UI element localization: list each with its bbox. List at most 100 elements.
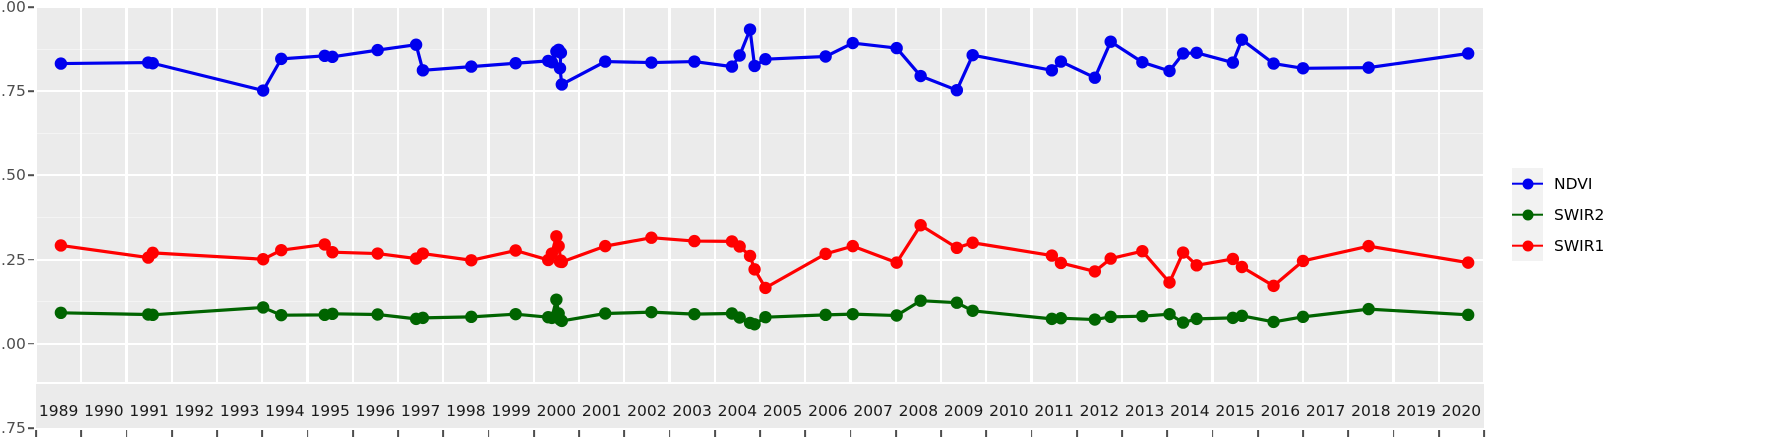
x-axis-tick-mark (80, 430, 83, 437)
gridline-major-vertical (1120, 7, 1124, 428)
gridline-major-vertical (1256, 7, 1259, 428)
legend-item-label: SWIR1 (1554, 236, 1605, 255)
x-axis-tick-mark (1075, 430, 1078, 437)
x-axis-tick-mark (894, 430, 897, 437)
x-axis-tick-mark (306, 430, 309, 437)
gridline-major-vertical (804, 7, 807, 428)
x-axis-tick-label: 1997 (400, 402, 441, 420)
gridline-major-vertical (1030, 7, 1033, 428)
gridline-major-vertical (532, 7, 535, 428)
y-axis-tick-label: 1.50 (0, 166, 26, 185)
x-axis-tick-label: 1990 (84, 402, 124, 420)
legend-item-swir1[interactable]: SWIR1 (1512, 230, 1604, 261)
gridline-major-vertical (351, 7, 354, 428)
x-axis-tick-label: 2011 (1034, 402, 1074, 420)
gridline-major-vertical (125, 7, 128, 428)
x-axis-tick-label: 1991 (129, 402, 169, 420)
gridline-major-vertical (623, 7, 626, 428)
y-axis-tick-mark (28, 6, 34, 8)
y-axis-tick-mark (28, 343, 34, 345)
legend-item-ndvi[interactable]: NDVI (1512, 168, 1604, 199)
x-axis-tick-label: 1998 (446, 402, 486, 420)
legend: NDVI SWIR2 SWIR1 (1512, 168, 1604, 261)
y-axis: 2.00 1.75 1.50 1.25 1.00 0.75 (0, 0, 36, 442)
x-axis-tick-label: 2012 (1079, 402, 1120, 420)
x-axis-tick-mark (442, 430, 445, 437)
x-axis-tick-mark (1347, 430, 1350, 437)
x-axis-tick-label: 2000 (536, 402, 577, 420)
legend-item-swir2[interactable]: SWIR2 (1512, 199, 1604, 230)
x-axis-tick-mark (532, 430, 535, 437)
gridline-major-vertical (1437, 7, 1440, 428)
y-axis-tick-mark (28, 258, 34, 261)
gridline-major-vertical (170, 7, 173, 428)
x-axis-year-band-divider (36, 381, 1484, 384)
x-axis-tick-mark (1483, 430, 1485, 437)
gridline-major-vertical (215, 7, 219, 428)
legend-point-sample (1522, 178, 1533, 189)
y-axis-tick-mark (28, 90, 34, 92)
x-axis-tick-label: 2001 (581, 402, 622, 420)
gridline-major-vertical (306, 7, 309, 428)
legend-key-swatch (1512, 168, 1543, 199)
gridline-major-vertical (939, 7, 943, 428)
x-axis-year-band (36, 384, 1484, 428)
x-axis-tick-mark (397, 430, 399, 437)
gridline-major-vertical (758, 7, 762, 428)
legend-key-swatch (1512, 230, 1543, 261)
gridline-major-vertical (894, 7, 897, 428)
x-axis-tick-label: 1989 (38, 402, 79, 420)
x-axis-tick-label: 2002 (627, 402, 667, 420)
x-axis-tick-mark (261, 430, 264, 437)
legend-point-sample (1522, 209, 1533, 220)
y-axis-tick-mark (28, 427, 34, 429)
gridline-major-vertical (396, 7, 400, 428)
legend-point-sample (1522, 240, 1533, 251)
x-axis-tick-label: 2020 (1441, 402, 1482, 420)
x-axis-tick-mark (1302, 430, 1304, 437)
x-axis-tick-mark (1166, 430, 1169, 437)
x-axis-tick-mark (35, 430, 37, 437)
x-axis-tick-label: 2007 (853, 402, 893, 420)
gridline-major-vertical (668, 7, 671, 428)
y-axis-tick-label: 1.00 (0, 334, 26, 353)
gridline-major-vertical (985, 7, 988, 428)
x-axis-tick-label: 2015 (1215, 402, 1255, 420)
x-axis-tick-mark (759, 430, 761, 437)
x-axis-tick-mark (351, 430, 354, 437)
gridline-major-vertical (1301, 7, 1305, 428)
legend-item-label: NDVI (1554, 174, 1593, 193)
y-axis-tick-mark (28, 174, 34, 177)
y-axis-tick-label: 0.75 (0, 419, 26, 437)
gridline-major-vertical (713, 7, 716, 428)
x-axis-tick-label: 2006 (808, 402, 848, 420)
plot-panel: 1989 1990 1991 1992 1993 1994 1995 1996 1997 1998… (36, 7, 1484, 428)
gridline-major-vertical (1347, 7, 1350, 428)
gridline-major-vertical (1166, 7, 1169, 428)
gridline-major-vertical (487, 7, 490, 428)
x-axis-tick-mark (487, 430, 490, 437)
x-axis-tick-label: 1996 (355, 402, 396, 420)
gridline-major-vertical (1482, 7, 1484, 428)
gridline-major-vertical (1392, 7, 1395, 428)
x-axis-tick-mark (170, 430, 173, 437)
x-axis-tick-label: 1999 (491, 402, 531, 420)
x-axis-tick-mark (668, 430, 671, 437)
x-axis-tick-mark (1030, 430, 1033, 437)
x-axis-tick-mark (1121, 430, 1123, 437)
x-axis-tick-mark (216, 430, 218, 437)
x-axis-tick-label: 2009 (943, 402, 984, 420)
x-axis-tick-label: 1994 (265, 402, 305, 420)
x-axis-tick-mark (1437, 430, 1440, 437)
x-axis-tick-label: 2017 (1305, 402, 1346, 420)
gridline-major-vertical (442, 7, 445, 428)
x-axis-tick-mark (985, 430, 988, 437)
gridline-major-vertical (577, 7, 581, 428)
legend-key-swatch (1512, 199, 1543, 230)
x-axis-tick-label: 2016 (1260, 402, 1301, 420)
x-axis-tick-mark (940, 430, 942, 437)
legend-item-label: SWIR2 (1554, 205, 1605, 224)
x-axis-tick-label: 2018 (1351, 402, 1391, 420)
x-axis-tick-mark (1256, 430, 1259, 437)
